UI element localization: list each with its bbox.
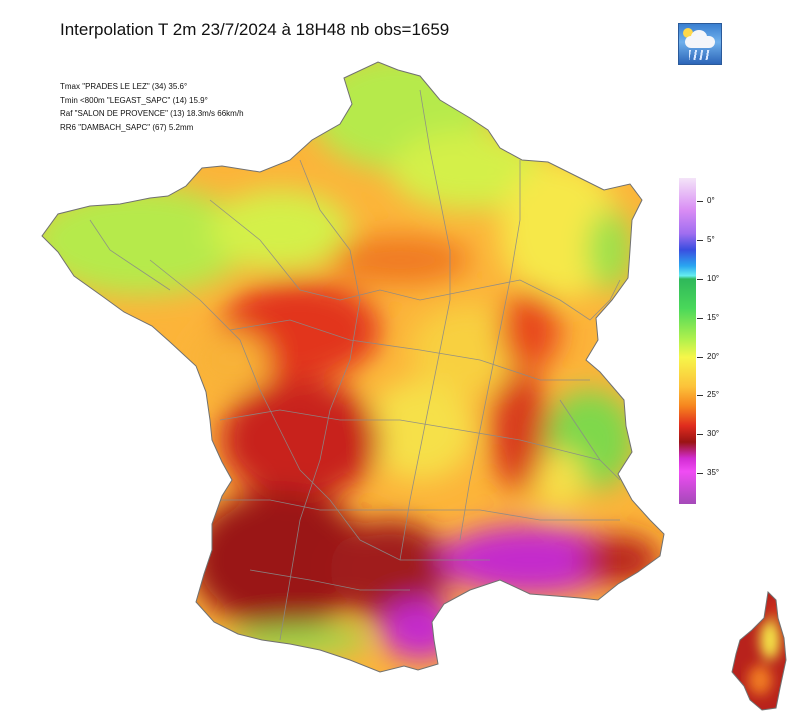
- stat-tmin: Tmin <800m "LEGAST_SAPC" (14) 15.9°: [60, 95, 208, 105]
- legend-tick: [697, 240, 703, 242]
- legend-tick: [697, 356, 703, 358]
- legend-label: 5°: [707, 235, 715, 245]
- legend-tick: [697, 395, 703, 397]
- legend-tick: [697, 472, 703, 474]
- legend-label: 10°: [707, 273, 720, 283]
- legend-label: 35°: [707, 467, 720, 477]
- stat-rain: RR6 "DAMBACH_SAPC" (67) 5.2mm: [60, 122, 194, 132]
- logo-icon: [678, 23, 722, 65]
- stat-gust: Raf "SALON DE PROVENCE" (13) 18.3m/s 66k…: [60, 109, 244, 118]
- temperature-legend-bar: [679, 178, 696, 504]
- legend-label: 20°: [707, 351, 720, 361]
- legend-label: 30°: [707, 429, 720, 439]
- stat-tmax: Tmax "PRADES LE LEZ" (34) 35.6°: [60, 82, 188, 91]
- legend-label: 15°: [707, 312, 720, 322]
- legend-label: 0°: [707, 196, 715, 206]
- legend-tick: [697, 317, 703, 319]
- legend-tick: [697, 278, 703, 280]
- station-stats: Tmax "PRADES LE LEZ" (34) 35.6° Tmin <80…: [60, 80, 244, 134]
- legend-tick: [697, 434, 703, 436]
- legend-tick: [697, 201, 703, 203]
- legend-label: 25°: [707, 390, 720, 400]
- map-title: Interpolation T 2m 23/7/2024 à 18H48 nb …: [60, 20, 450, 39]
